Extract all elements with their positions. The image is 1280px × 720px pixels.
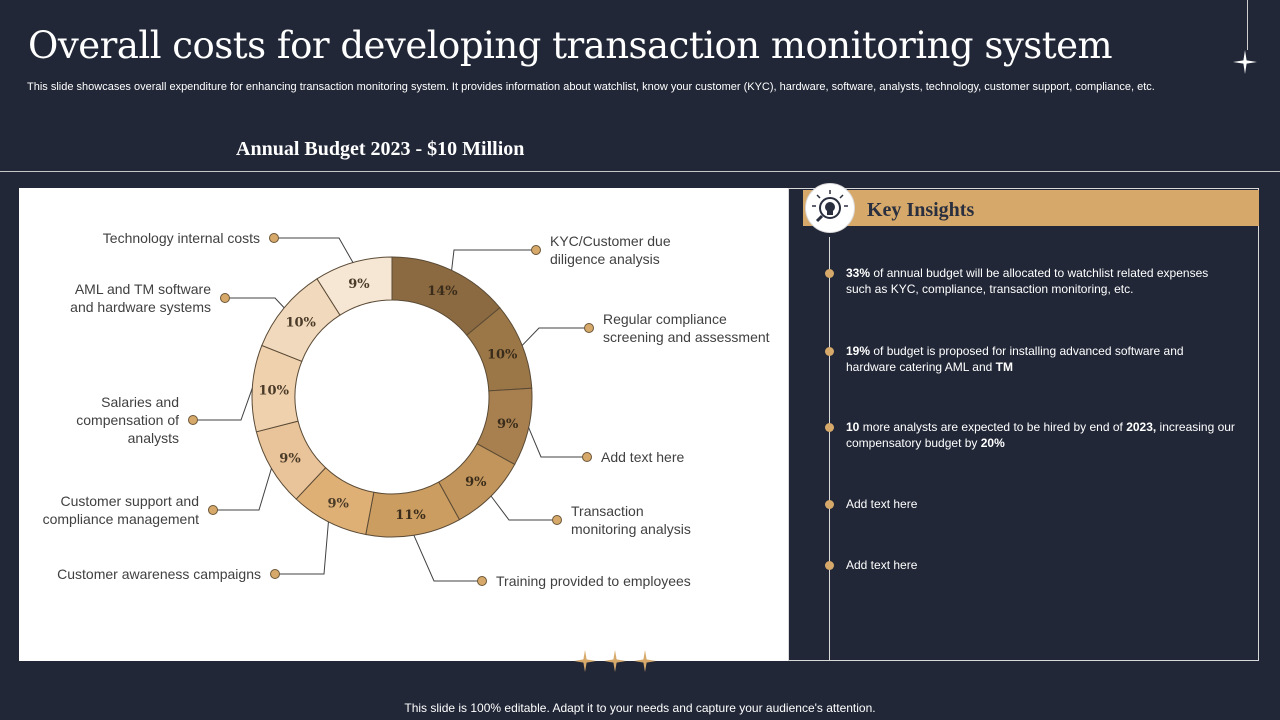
- timeline-dot: [825, 500, 834, 509]
- timeline-dot: [825, 269, 834, 278]
- segment-category-label-8: Salaries and compensation of analysts: [76, 394, 179, 446]
- leader-line-10: [274, 237, 354, 263]
- sparkle-divider-icon: [574, 650, 656, 672]
- leader-dot-7: [208, 505, 218, 515]
- insight-item-5: Add text here: [846, 558, 918, 572]
- leader-dot-8: [188, 415, 198, 425]
- leader-line-5: [413, 535, 482, 582]
- segment-percent-label-10: 9%: [348, 277, 370, 292]
- timeline-dot: [825, 561, 834, 570]
- leader-line-4: [490, 495, 557, 521]
- donut-segment-10: [316, 256, 393, 316]
- segment-percent-label-3: 9%: [497, 417, 519, 432]
- insights-timeline: [829, 237, 830, 661]
- segment-category-label-6: Customer awareness campaigns: [57, 566, 261, 582]
- page-subtitle: This slide showcases overall expenditure…: [27, 81, 1155, 93]
- budget-donut-chart: 14% KYC/Customer due diligence analysis 10%…: [43, 230, 770, 589]
- segment-percent-label-7: 9%: [279, 451, 301, 466]
- insight-item-2: 19% of budget is proposed for installing…: [846, 344, 1184, 374]
- segment-percent-label-9: 10%: [285, 315, 316, 330]
- segment-percent-label-5: 11%: [395, 508, 426, 523]
- page-title: Overall costs for developing transaction…: [28, 24, 1113, 67]
- segment-percent-label-4: 9%: [465, 475, 487, 490]
- segment-percent-label-8: 10%: [259, 384, 290, 399]
- segment-percent-label-1: 14%: [427, 284, 458, 299]
- segment-category-label-3: Add text here: [601, 449, 684, 465]
- timeline-dot: [825, 423, 834, 432]
- leader-dot-6: [270, 569, 280, 579]
- leader-line-2: [521, 327, 589, 346]
- leader-line-3: [528, 427, 587, 458]
- segment-category-label-2: Regular compliance screening and assessme…: [603, 311, 770, 345]
- leader-dot-4: [552, 515, 562, 525]
- segment-category-label-7: Customer support and compliance managemen…: [43, 493, 200, 527]
- leader-dot-1: [531, 245, 541, 255]
- leader-dot-5: [477, 576, 487, 586]
- annual-budget-heading: Annual Budget 2023 - $10 Million: [236, 138, 525, 160]
- header-divider: [0, 171, 1280, 172]
- insight-item-4: Add text here: [846, 497, 918, 511]
- sparkle-star-icon: [1233, 50, 1257, 74]
- timeline-dot: [825, 347, 834, 356]
- leader-dot-9: [220, 293, 230, 303]
- segment-category-label-5: Training provided to employees: [496, 573, 691, 589]
- key-insights-header: Key Insights: [803, 190, 1259, 226]
- corner-decor-line: [1247, 0, 1248, 50]
- segment-percent-label-6: 9%: [327, 497, 349, 512]
- leader-dot-3: [582, 452, 592, 462]
- footer-note: This slide is 100% editable. Adapt it to…: [404, 701, 876, 715]
- leader-line-7: [213, 468, 272, 511]
- leader-dot-10: [269, 233, 279, 243]
- segment-category-label-10: Technology internal costs: [103, 230, 260, 246]
- leader-line-9: [225, 297, 285, 309]
- leader-dot-2: [584, 323, 594, 333]
- segment-category-label-1: KYC/Customer due diligence analysis: [550, 233, 671, 267]
- segment-category-label-9: AML and TM software and hardware systems: [70, 281, 211, 315]
- budget-donut-chart-panel: 14% KYC/Customer due diligence analysis 10%…: [19, 188, 789, 661]
- insight-item-1: 33% of annual budget will be allocated t…: [846, 266, 1209, 296]
- leader-line-6: [275, 521, 329, 575]
- leader-line-1: [451, 249, 536, 271]
- segment-category-label-4: Transaction monitoring analysis: [571, 503, 691, 537]
- lightbulb-search-icon: [805, 183, 855, 233]
- key-insights-title: Key Insights: [867, 199, 975, 221]
- leader-line-8: [193, 388, 253, 421]
- segment-percent-label-2: 10%: [487, 347, 518, 362]
- key-insights-panel: Key Insights 33% of annual budget will b…: [788, 183, 1259, 661]
- insight-item-3: 10 more analysts are expected to be hire…: [846, 420, 1235, 450]
